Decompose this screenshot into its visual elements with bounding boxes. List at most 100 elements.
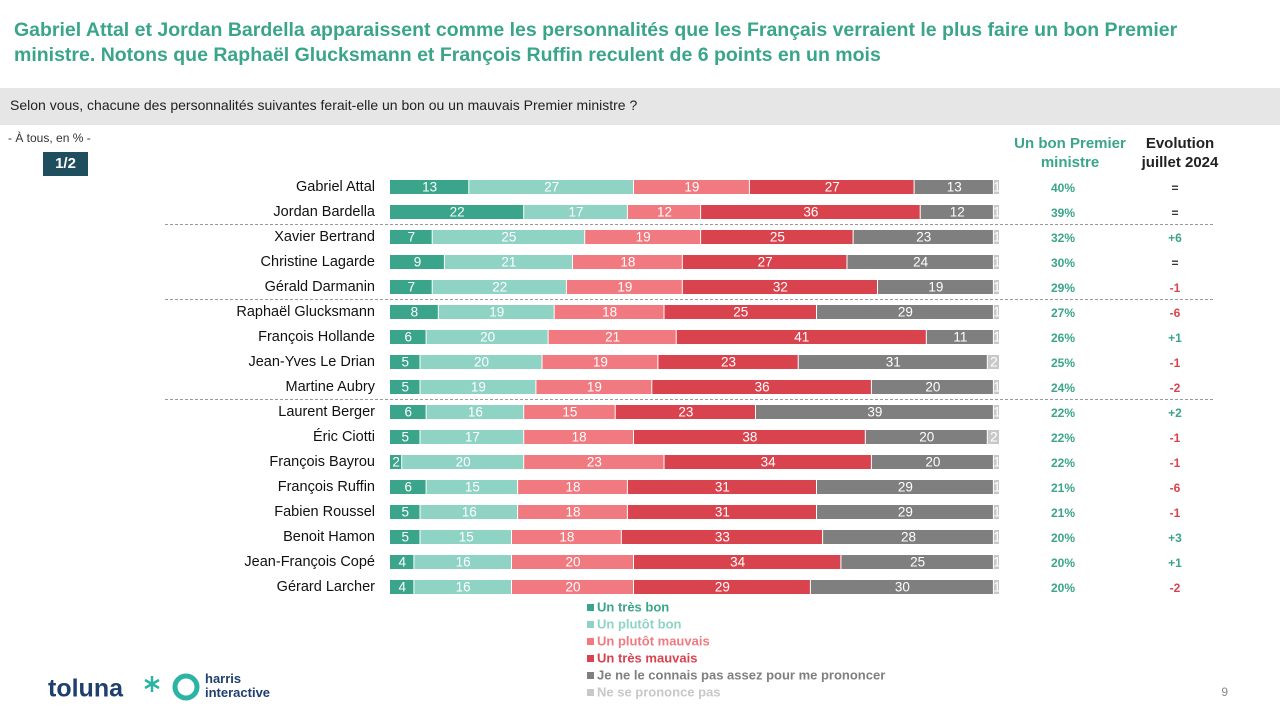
evolution-label: = <box>1171 256 1178 270</box>
data-label: 29 <box>898 505 913 520</box>
column-header: Un bon Premier ministre <box>1014 135 1126 171</box>
data-label: 5 <box>401 505 409 520</box>
evolution-label: +3 <box>1168 531 1182 545</box>
legend-swatch <box>587 638 594 645</box>
evolution-label: -1 <box>1170 506 1181 520</box>
category-label: Jean-François Copé <box>244 554 375 570</box>
legend-swatch <box>587 689 594 696</box>
category-label: François Ruffin <box>278 479 375 495</box>
share-label: 30% <box>1051 256 1075 270</box>
category-label: Éric Ciotti <box>313 428 375 445</box>
data-label: 29 <box>898 480 913 495</box>
bar-segment <box>524 205 627 219</box>
bar-segment <box>518 480 627 494</box>
bar-segment <box>524 405 615 419</box>
data-label: 4 <box>398 580 406 595</box>
data-label: 15 <box>562 405 577 420</box>
data-label: 30 <box>895 580 910 595</box>
bar-segment <box>390 480 426 494</box>
share-label: 20% <box>1051 581 1075 595</box>
bar-segment <box>993 230 999 244</box>
bar-segment <box>993 480 999 494</box>
bar-segment <box>920 205 993 219</box>
data-label: 1 <box>993 555 1001 570</box>
share-label: 32% <box>1051 231 1075 245</box>
data-label: 9 <box>414 255 422 270</box>
bar-segment <box>682 280 877 294</box>
logo-toluna: toluna <box>48 675 124 703</box>
bar-segment <box>627 505 816 519</box>
legend-swatch <box>587 604 594 611</box>
data-label: 1 <box>993 205 1001 220</box>
bar-segment <box>390 505 420 519</box>
bar-segment <box>987 430 999 444</box>
bar-segment <box>682 255 847 269</box>
data-label: 15 <box>459 530 474 545</box>
bar-segment <box>810 580 993 594</box>
data-label: 25 <box>733 305 748 320</box>
evolution-label: -2 <box>1170 381 1181 395</box>
bar-segment <box>420 380 536 394</box>
data-label: 6 <box>405 405 413 420</box>
data-label: 2 <box>392 455 400 470</box>
bar-segment <box>664 455 871 469</box>
data-label: 1 <box>993 330 1001 345</box>
data-label: 1 <box>993 580 1001 595</box>
evolution-label: -1 <box>1170 431 1181 445</box>
evolution-label: = <box>1171 181 1178 195</box>
data-label: 24 <box>913 255 929 270</box>
bar-segment <box>823 530 993 544</box>
category-label: François Hollande <box>258 329 375 345</box>
bar-segment <box>512 580 633 594</box>
data-label: 7 <box>408 280 416 295</box>
question: Selon vous, chacune des personnalités su… <box>10 97 638 113</box>
bar-segment <box>615 405 755 419</box>
bar-segment <box>878 280 993 294</box>
data-label: 18 <box>572 430 587 445</box>
data-label: 21 <box>501 255 516 270</box>
bar-segment <box>621 530 823 544</box>
data-label: 6 <box>405 330 413 345</box>
data-label: 29 <box>715 580 730 595</box>
data-label: 22 <box>492 280 507 295</box>
data-label: 28 <box>901 530 916 545</box>
evolution-label: +2 <box>1168 406 1182 420</box>
data-label: 34 <box>730 555 746 570</box>
data-label: 23 <box>587 455 602 470</box>
bar-segment <box>993 505 999 519</box>
bar-segment <box>402 455 524 469</box>
bar-segment <box>414 555 511 569</box>
category-label: Xavier Bertrand <box>274 229 375 245</box>
data-label: 22 <box>450 205 465 220</box>
bar-segment <box>993 405 999 419</box>
legend-swatch <box>587 655 594 662</box>
bar-segment <box>390 380 420 394</box>
share-label: 27% <box>1051 306 1075 320</box>
data-label: 13 <box>947 180 962 195</box>
data-label: 8 <box>411 305 419 320</box>
bar-segment <box>676 330 926 344</box>
column-header: Evolution juillet 2024 <box>1141 135 1219 171</box>
data-label: 20 <box>919 430 934 445</box>
data-label: 32 <box>773 280 788 295</box>
bar-segment <box>871 455 993 469</box>
bar-segment <box>390 205 524 219</box>
category-label: Martine Aubry <box>286 379 376 395</box>
evolution-label: +1 <box>1168 331 1182 345</box>
data-label: 5 <box>401 355 409 370</box>
bar-segment <box>390 405 426 419</box>
share-label: 40% <box>1051 181 1075 195</box>
data-label: 19 <box>593 355 608 370</box>
data-label: 5 <box>401 530 409 545</box>
page-number: 9 <box>1221 685 1228 699</box>
bar-segment <box>420 530 511 544</box>
data-label: 16 <box>456 555 471 570</box>
bar-segment <box>469 180 633 194</box>
bar-segment <box>390 330 426 344</box>
category-label: Fabien Roussel <box>274 504 375 520</box>
data-label: 19 <box>471 380 486 395</box>
data-label: 38 <box>742 430 757 445</box>
data-label: 19 <box>684 180 699 195</box>
legend-label: Ne se prononce pas <box>597 684 721 699</box>
